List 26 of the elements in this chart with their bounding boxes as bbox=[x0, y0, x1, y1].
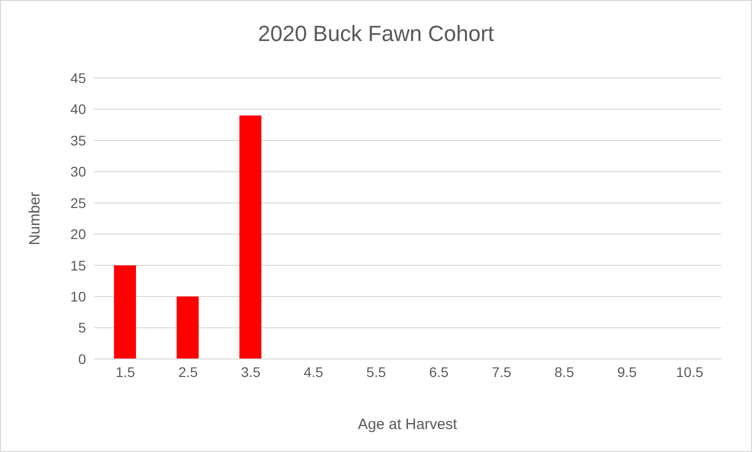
y-tick-label: 35 bbox=[70, 132, 86, 148]
y-tick-label: 25 bbox=[70, 194, 86, 211]
x-axis-title: Age at Harvest bbox=[358, 416, 458, 433]
y-tick-label: 45 bbox=[70, 70, 86, 86]
y-axis-title: Number bbox=[26, 192, 44, 246]
x-tick-label: 2.5 bbox=[178, 364, 198, 380]
y-tick-label: 5 bbox=[78, 320, 86, 336]
y-tick-label: 10 bbox=[70, 288, 86, 305]
x-tick-label: 1.5 bbox=[116, 364, 136, 380]
bar bbox=[114, 265, 136, 359]
bar bbox=[176, 296, 199, 359]
y-tick-label: 40 bbox=[70, 101, 86, 118]
x-tick-label: 5.5 bbox=[366, 364, 386, 380]
y-tick-label: 0 bbox=[78, 350, 86, 367]
x-tick-label: 6.5 bbox=[429, 364, 449, 380]
chart-title: 2020 Buck Fawn Cohort bbox=[256, 21, 496, 47]
x-tick-label: 10.5 bbox=[676, 364, 704, 380]
y-tick-label: 30 bbox=[70, 164, 86, 180]
y-tick-label: 20 bbox=[70, 226, 86, 242]
x-tick-label: 9.5 bbox=[617, 364, 637, 380]
x-tick-label: 3.5 bbox=[241, 364, 261, 380]
x-tick-label: 7.5 bbox=[492, 364, 512, 380]
x-tick-label: 4.5 bbox=[304, 364, 324, 380]
y-tick-label: 15 bbox=[70, 257, 86, 274]
bar bbox=[239, 115, 262, 359]
x-tick-label: 8.5 bbox=[554, 364, 574, 380]
